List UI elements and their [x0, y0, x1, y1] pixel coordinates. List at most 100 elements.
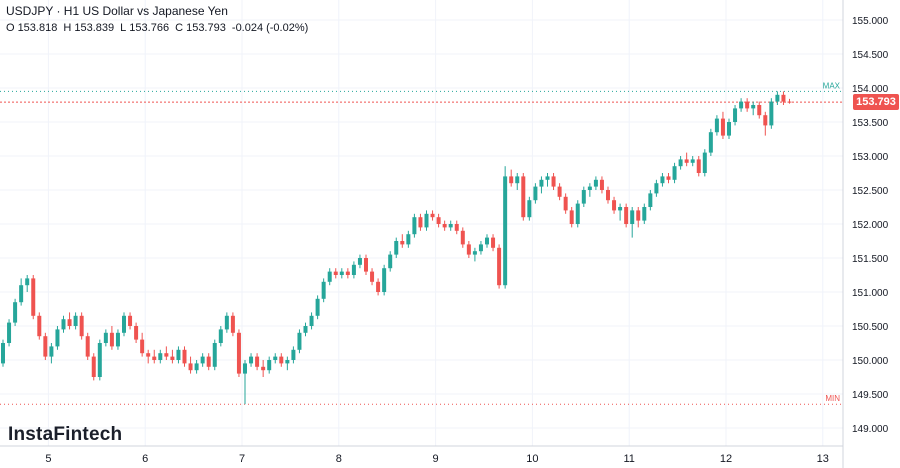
change-percent: (-0.02%) [266, 22, 309, 34]
candle [599, 179, 604, 190]
candle [261, 366, 266, 371]
candle [654, 183, 659, 194]
y-tick-label: 152.500 [852, 186, 889, 197]
candle [394, 241, 399, 255]
candle [67, 319, 72, 326]
candle [690, 159, 695, 163]
candle [521, 176, 526, 218]
open-value: 153.818 [17, 22, 58, 34]
candle [763, 115, 768, 126]
candle [769, 101, 774, 126]
candle [454, 224, 459, 231]
candle [212, 343, 217, 367]
candle [315, 298, 320, 316]
candle [618, 207, 623, 211]
candle [206, 356, 211, 367]
candle [273, 356, 278, 360]
candle [491, 237, 496, 248]
candle [478, 244, 483, 252]
candle [188, 363, 193, 371]
candle [13, 302, 18, 323]
candle [61, 319, 66, 330]
candle [37, 315, 42, 337]
candle [485, 237, 489, 245]
candle [406, 234, 411, 245]
x-tick-label: 12 [720, 453, 732, 465]
candle [787, 101, 792, 103]
candle [660, 176, 665, 184]
candle [708, 132, 713, 153]
candle [581, 190, 586, 204]
candle [684, 159, 689, 163]
low-label: L [120, 22, 127, 34]
candle [7, 322, 12, 343]
candle [430, 213, 435, 218]
candle [182, 349, 187, 364]
chart-title: USDJPY · H1 US Dollar vs Japanese Yen [6, 4, 228, 18]
candle [587, 186, 592, 190]
current-price-tag: 153.793 [853, 94, 899, 110]
candle [224, 315, 229, 330]
x-tick-label: 11 [623, 453, 634, 465]
candle [606, 190, 610, 201]
candle [25, 278, 30, 286]
candle [702, 152, 707, 173]
candle [200, 356, 205, 364]
candle [569, 210, 574, 224]
candle [733, 108, 738, 122]
candle [527, 200, 532, 218]
instafintech-logo: InstaFintech [8, 424, 123, 445]
candle [612, 200, 617, 211]
close-label: C [175, 22, 184, 34]
candle [73, 315, 78, 326]
candle [249, 356, 254, 364]
candle [672, 166, 677, 180]
candle [291, 349, 296, 360]
candle [134, 326, 139, 340]
candle [327, 271, 332, 282]
candle [745, 101, 750, 109]
candle [648, 193, 653, 207]
candle [115, 332, 120, 347]
candle [557, 186, 562, 197]
high-label: H [63, 22, 72, 34]
y-tick-label: 155.000 [852, 16, 889, 27]
candle [593, 179, 598, 187]
min-label: MIN [825, 394, 840, 403]
candle [636, 210, 641, 221]
candle [563, 196, 568, 211]
candle [364, 258, 368, 272]
candle [164, 353, 169, 357]
y-tick-label: 149.000 [852, 424, 889, 435]
candle [503, 176, 508, 286]
low-value: 153.766 [129, 22, 170, 34]
change-value: -0.024 [231, 22, 264, 34]
max-label: MAX [823, 81, 841, 90]
candle [497, 247, 502, 286]
candle [757, 105, 762, 116]
candle [539, 179, 544, 187]
candle [103, 332, 108, 343]
candle [714, 118, 719, 133]
y-tick-label: 151.000 [852, 288, 889, 299]
y-tick-label: 154.500 [852, 50, 889, 61]
symbol-title: USDJPY · H1 US Dollar vs Japanese Yen [6, 4, 228, 18]
candle [424, 213, 429, 228]
candle [515, 176, 520, 184]
x-tick-label: 13 [817, 453, 829, 465]
candle [109, 332, 114, 347]
candle [19, 285, 24, 303]
candle [436, 217, 441, 224]
candle [376, 281, 381, 292]
candle [442, 224, 447, 228]
candle [31, 278, 36, 316]
x-tick-label: 7 [239, 453, 245, 465]
candle [85, 336, 90, 357]
candle [624, 207, 629, 224]
close-value: 153.793 [186, 22, 226, 34]
candle [678, 159, 683, 167]
candle [230, 315, 235, 333]
candle [91, 356, 96, 377]
candle [55, 329, 60, 347]
